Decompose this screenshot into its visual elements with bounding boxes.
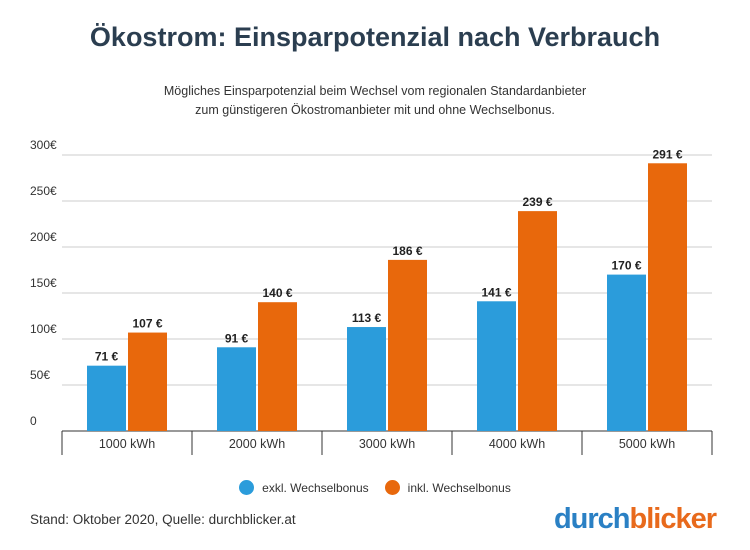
legend-label-inkl: inkl. Wechselbonus [407,480,511,495]
bar-inkl [388,259,427,431]
x-tick-label: 3000 kWh [359,437,415,451]
bar-exkl [87,365,126,431]
y-tick-label: 150€ [30,276,57,290]
y-tick-label: 300€ [30,138,57,152]
data-label: 91 € [225,331,249,345]
data-label: 239 € [522,195,552,209]
data-label: 186 € [392,244,422,258]
data-label: 170 € [611,259,641,273]
x-tick-label: 1000 kWh [99,437,155,451]
bar-inkl [648,163,687,431]
y-tick-label: 250€ [30,184,57,198]
bar-exkl [477,301,516,431]
legend: exkl. Wechselbonus inkl. Wechselbonus [0,480,750,495]
y-tick-label: 100€ [30,322,57,336]
bar-exkl [607,274,646,431]
legend-dot-exkl [239,480,255,495]
x-tick-label: 4000 kWh [489,437,545,451]
data-label: 107 € [132,317,162,331]
bar-exkl [217,347,256,431]
y-tick-label: 50€ [30,368,50,382]
data-label: 291 € [652,147,682,161]
chart-title: Ökostrom: Einsparpotenzial nach Verbrauc… [89,22,661,52]
subtitle-line-2: zum günstigeren Ökostromanbieter mit und… [195,103,555,117]
data-label: 141 € [481,285,511,299]
bar-inkl [518,211,557,431]
bar-inkl [128,332,167,431]
bar-inkl [258,302,297,431]
chart-subtitle: Mögliches Einsparpotenzial beim Wechsel … [0,82,750,120]
logo-part-2: blicker [629,503,717,535]
legend-item-inkl: inkl. Wechselbonus [384,480,511,495]
y-tick-label: 200€ [30,230,57,244]
x-tick-label: 2000 kWh [229,437,285,451]
source-note: Stand: Oktober 2020, Quelle: durchblicke… [30,512,296,527]
x-tick-label: 5000 kWh [619,437,675,451]
bar-chart: 0 50€ 100€ 150€ 200€ 250€ 300€ 71 € 107 € 1000 kW… [30,138,713,455]
legend-dot-inkl [384,480,400,495]
legend-item-exkl: exkl. Wechselbonus [239,480,369,495]
bar-exkl [347,327,386,431]
y-tick-label: 0 [30,414,37,428]
subtitle-line-1: Mögliches Einsparpotenzial beim Wechsel … [163,84,587,98]
logo-part-1: durch [553,503,631,535]
data-label: 113 € [352,311,382,325]
legend-label-exkl: exkl. Wechselbonus [262,480,369,495]
brand-logo: durchblicker [553,503,717,536]
data-label: 71 € [95,350,119,364]
data-label: 140 € [262,286,292,300]
